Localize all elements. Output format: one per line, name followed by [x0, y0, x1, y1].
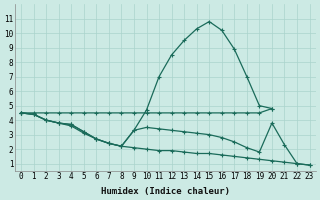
X-axis label: Humidex (Indice chaleur): Humidex (Indice chaleur) [101, 187, 230, 196]
